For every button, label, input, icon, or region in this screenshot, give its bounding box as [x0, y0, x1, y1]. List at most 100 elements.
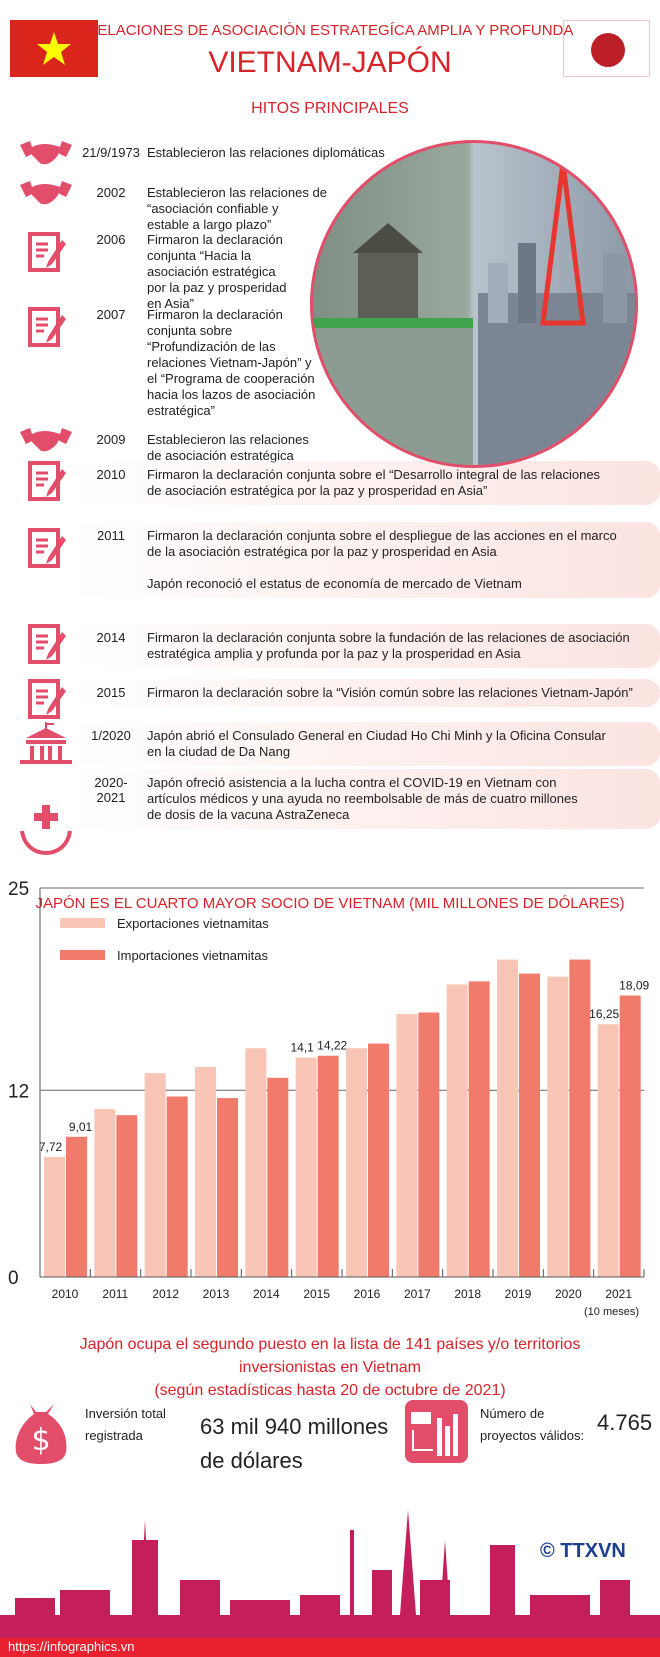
bar-exports-2020 — [547, 976, 569, 1277]
legend-swatch — [60, 918, 105, 928]
row-background — [70, 769, 660, 829]
bar-exports-2021 — [597, 1024, 619, 1277]
document-sign-icon — [18, 624, 74, 664]
ttxvn-logo: © TTXVN — [540, 1540, 626, 1562]
projects-chart-icon — [405, 1400, 468, 1463]
timeline-text: Firmaron la declaración conjunta sobre e… — [147, 467, 601, 498]
timeline-year: 2014 — [96, 630, 126, 645]
timeline-text: Firmaron la declaración sobre la “Visión… — [147, 685, 633, 700]
bar-exports-2013 — [195, 1066, 216, 1277]
data-label: 14,1 — [290, 1041, 314, 1055]
trade-bar-chart: JAPÓN ES EL CUARTO MAYOR SOCIO DE VIETNA… — [8, 879, 650, 1318]
timeline-year: 2020-2021 — [94, 775, 128, 805]
timeline-year: 2009 — [96, 432, 126, 447]
timeline-year: 2007 — [96, 307, 126, 322]
timeline-text: Firmaron la declaración conjunta sobre e… — [147, 528, 617, 591]
japan-flag — [563, 20, 650, 77]
timeline-text: Japón abrió el Consulado General en Ciud… — [147, 728, 606, 759]
data-label: 14,22 — [317, 1039, 347, 1053]
bar-imports-2011 — [116, 1115, 138, 1277]
timeline-text: Firmaron la declaración conjunta “Hacia … — [147, 232, 287, 311]
bar-imports-2012 — [166, 1096, 188, 1277]
handshake-icon — [18, 426, 74, 466]
bar-imports-2016 — [368, 1043, 389, 1277]
data-label: 16,25 — [589, 1007, 619, 1021]
data-label: 9,01 — [69, 1120, 93, 1134]
x-tick-label: 2019 — [505, 1287, 532, 1301]
city-skyline-illustration — [0, 1480, 660, 1650]
y-tick-label: 12 — [8, 1081, 29, 1102]
bar-exports-2012 — [144, 1073, 166, 1277]
timeline-year: 21/9/1973 — [82, 145, 140, 160]
projects-label: Número de proyectos válidos: — [480, 1406, 585, 1443]
bar-exports-2010 — [44, 1156, 65, 1277]
x-tick-label: 2018 — [454, 1287, 481, 1301]
bar-exports-2011 — [94, 1108, 116, 1277]
bar-imports-2020 — [569, 959, 591, 1277]
bar-exports-2018 — [446, 984, 468, 1277]
handshake-icon — [18, 139, 74, 179]
document-sign-icon — [18, 307, 74, 347]
x-tick-label: 2020 — [555, 1287, 582, 1301]
consulate-building-icon — [18, 722, 74, 764]
timeline-text: Establecieron las relaciones diplomática… — [147, 145, 385, 160]
timeline-text: Establecieron las relaciones de asociaci… — [147, 432, 309, 463]
svg-text:$: $ — [31, 1423, 50, 1458]
projects-value: 4.765 — [597, 1410, 653, 1435]
row-background — [70, 461, 660, 505]
page-title: VIETNAM-JAPÓN — [208, 46, 452, 79]
row-background — [70, 722, 660, 766]
money-bag-icon: $ — [12, 1400, 70, 1471]
row-background — [70, 624, 660, 668]
document-sign-icon — [18, 461, 74, 501]
timeline-year: 2006 — [96, 232, 126, 247]
row-background — [70, 679, 660, 707]
chart-title: JAPÓN ES EL CUARTO MAYOR SOCIO DE VIETNA… — [35, 895, 624, 912]
bar-imports-2015 — [317, 1055, 339, 1277]
timeline-year: 2010 — [96, 467, 126, 482]
y-tick-label: 25 — [8, 879, 29, 900]
timeline-year: 2002 — [96, 185, 126, 200]
data-label: 7,72 — [39, 1140, 63, 1154]
timeline-year: 1/2020 — [91, 728, 131, 743]
bar-imports-2019 — [519, 973, 540, 1277]
bar-imports-2010 — [66, 1136, 87, 1277]
timeline-year: 2011 — [97, 528, 125, 543]
total-investment-value: 63 mil 940 millones de dólares — [200, 1414, 389, 1473]
timeline-text: Firmaron la declaración conjunta sobre “… — [147, 307, 316, 418]
vietnam-flag — [10, 20, 98, 77]
timeline-year: 2015 — [96, 685, 126, 700]
x-category-note: (10 meses) — [584, 1306, 639, 1318]
bar-exports-2014 — [245, 1048, 267, 1277]
legend-label: Importaciones vietnamitas — [117, 948, 269, 963]
x-tick-label: 2013 — [203, 1287, 230, 1301]
medical-aid-icon — [18, 805, 74, 856]
timeline-text: Japón ofreció asistencia a la lucha cont… — [147, 775, 578, 822]
subtitle: RELACIONES DE ASOCIACIÓN ESTRATEGÍCA AMP… — [86, 22, 574, 39]
bar-imports-2018 — [468, 981, 490, 1277]
document-sign-icon — [18, 528, 74, 568]
bar-exports-2016 — [346, 1048, 367, 1277]
legend-swatch — [60, 950, 105, 960]
document-sign-icon — [18, 679, 74, 719]
legend-label: Exportaciones vietnamitas — [117, 916, 269, 931]
x-tick-label: 2010 — [52, 1287, 79, 1301]
x-tick-label: 2012 — [152, 1287, 179, 1301]
section-title: HITOS PRINCIPALES — [251, 100, 409, 117]
x-tick-label: 2016 — [354, 1287, 381, 1301]
footer-url[interactable]: https://infographics.vn — [8, 1639, 135, 1654]
timeline-text: Establecieron las relaciones de “asociac… — [147, 185, 327, 232]
x-tick-label: 2021 — [605, 1287, 632, 1301]
bar-imports-2014 — [267, 1077, 289, 1277]
document-sign-icon — [18, 232, 74, 272]
timeline-text: Firmaron la declaración conjunta sobre l… — [147, 630, 630, 661]
hanoi-tokyo-photo — [310, 140, 638, 468]
bar-exports-2017 — [396, 1014, 418, 1277]
handshake-icon — [18, 179, 74, 219]
investment-headline: Japón ocupa el segundo puesto en la list… — [79, 1336, 581, 1399]
y-tick-label: 0 — [8, 1268, 19, 1289]
x-tick-label: 2015 — [303, 1287, 330, 1301]
x-tick-label: 2017 — [404, 1287, 431, 1301]
bar-imports-2013 — [217, 1098, 238, 1277]
bar-imports-2017 — [418, 1012, 440, 1277]
